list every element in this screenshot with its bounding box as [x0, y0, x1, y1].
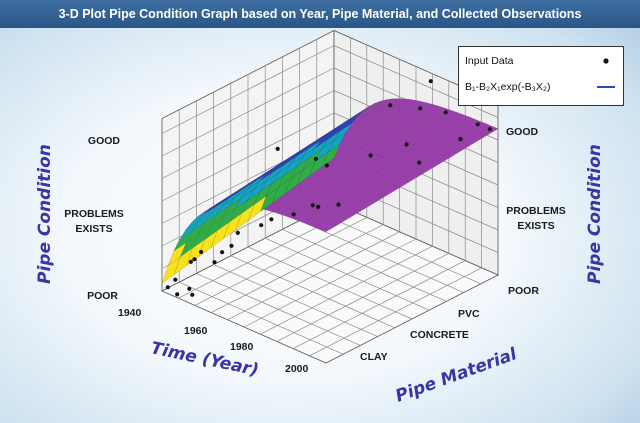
- legend-label-model: B₁-B₂X₁exp(-B₃X₂): [465, 81, 551, 93]
- observation-point: [475, 122, 480, 127]
- observation-point: [165, 285, 170, 290]
- observation-point: [190, 292, 195, 297]
- grid-line: [243, 238, 417, 328]
- observation-point: [388, 103, 393, 108]
- z-tick-exists-right: EXISTS: [517, 220, 554, 232]
- z-tick-exists-left: EXISTS: [75, 223, 112, 235]
- observation-point: [310, 203, 315, 208]
- y-tick-clay: CLAY: [360, 351, 388, 363]
- observation-point: [199, 249, 204, 255]
- observation-point: [316, 204, 321, 209]
- grid-line: [293, 260, 466, 349]
- grid-line: [260, 245, 433, 335]
- grid-line: [276, 253, 449, 342]
- z-axis-title-left: Pipe Condition: [35, 144, 55, 284]
- legend-marker-line-icon: [595, 82, 617, 92]
- observation-point: [313, 156, 318, 161]
- y-tick-pvc: PVC: [458, 308, 480, 320]
- x-tick-1940: 1940: [118, 307, 142, 319]
- grid-line: [161, 112, 335, 202]
- observation-point: [187, 286, 192, 291]
- observation-point: [235, 230, 240, 235]
- y-tick-concrete: CONCRETE: [410, 329, 469, 341]
- observation-point: [428, 79, 433, 84]
- observation-point: [173, 277, 178, 282]
- observation-point: [368, 153, 373, 158]
- z-axis-title-right: Pipe Condition: [585, 144, 605, 284]
- observation-point: [487, 127, 492, 132]
- observation-point: [404, 142, 409, 147]
- observation-point: [175, 292, 180, 297]
- z-tick-poor-left: POOR: [87, 290, 118, 302]
- legend-entry-input-data: Input Data: [465, 51, 617, 71]
- observation-point: [259, 223, 264, 228]
- observation-point: [336, 202, 341, 207]
- legend-label-input-data: Input Data: [465, 55, 514, 67]
- observation-point: [229, 243, 234, 248]
- grid-line: [161, 45, 335, 134]
- z-tick-problems-right: PROBLEMS: [506, 205, 566, 217]
- legend: Input Data B₁-B₂X₁exp(-B₃X₂): [458, 46, 624, 106]
- y-axis-title: Pipe Material: [393, 344, 521, 407]
- z-tick-poor-right: POOR: [508, 285, 539, 297]
- observation-point: [275, 146, 280, 151]
- z-tick-good-left: GOOD: [88, 135, 121, 147]
- x-tick-2000: 2000: [285, 363, 309, 375]
- grid-line: [211, 224, 384, 313]
- observation-point: [418, 106, 423, 111]
- observation-point: [417, 160, 422, 165]
- observation-point: [443, 110, 448, 115]
- z-tick-problems-left: PROBLEMS: [64, 208, 124, 220]
- observations-layer: [165, 79, 492, 297]
- observation-point: [220, 250, 225, 255]
- surface-patch: [161, 256, 181, 284]
- grid-line: [227, 231, 400, 321]
- observation-point: [192, 257, 197, 262]
- legend-entry-model: B₁-B₂X₁exp(-B₃X₂): [465, 77, 617, 97]
- observation-point: [212, 260, 217, 265]
- z-tick-good-right: GOOD: [506, 126, 539, 138]
- observation-point: [458, 137, 463, 142]
- surface-layer: [161, 98, 499, 284]
- grid-line: [194, 217, 367, 306]
- chart-title: 3-D Plot Pipe Condition Graph based on Y…: [0, 0, 640, 28]
- grid-line: [309, 267, 482, 357]
- observation-point: [269, 217, 274, 222]
- grid-line: [161, 67, 335, 157]
- grid-line: [161, 90, 335, 179]
- x-tick-1980: 1980: [230, 341, 254, 353]
- x-tick-1960: 1960: [184, 325, 208, 337]
- observation-point: [291, 212, 296, 217]
- observation-point: [188, 259, 193, 264]
- legend-marker-dot-icon: [595, 55, 617, 67]
- observation-point: [324, 163, 329, 168]
